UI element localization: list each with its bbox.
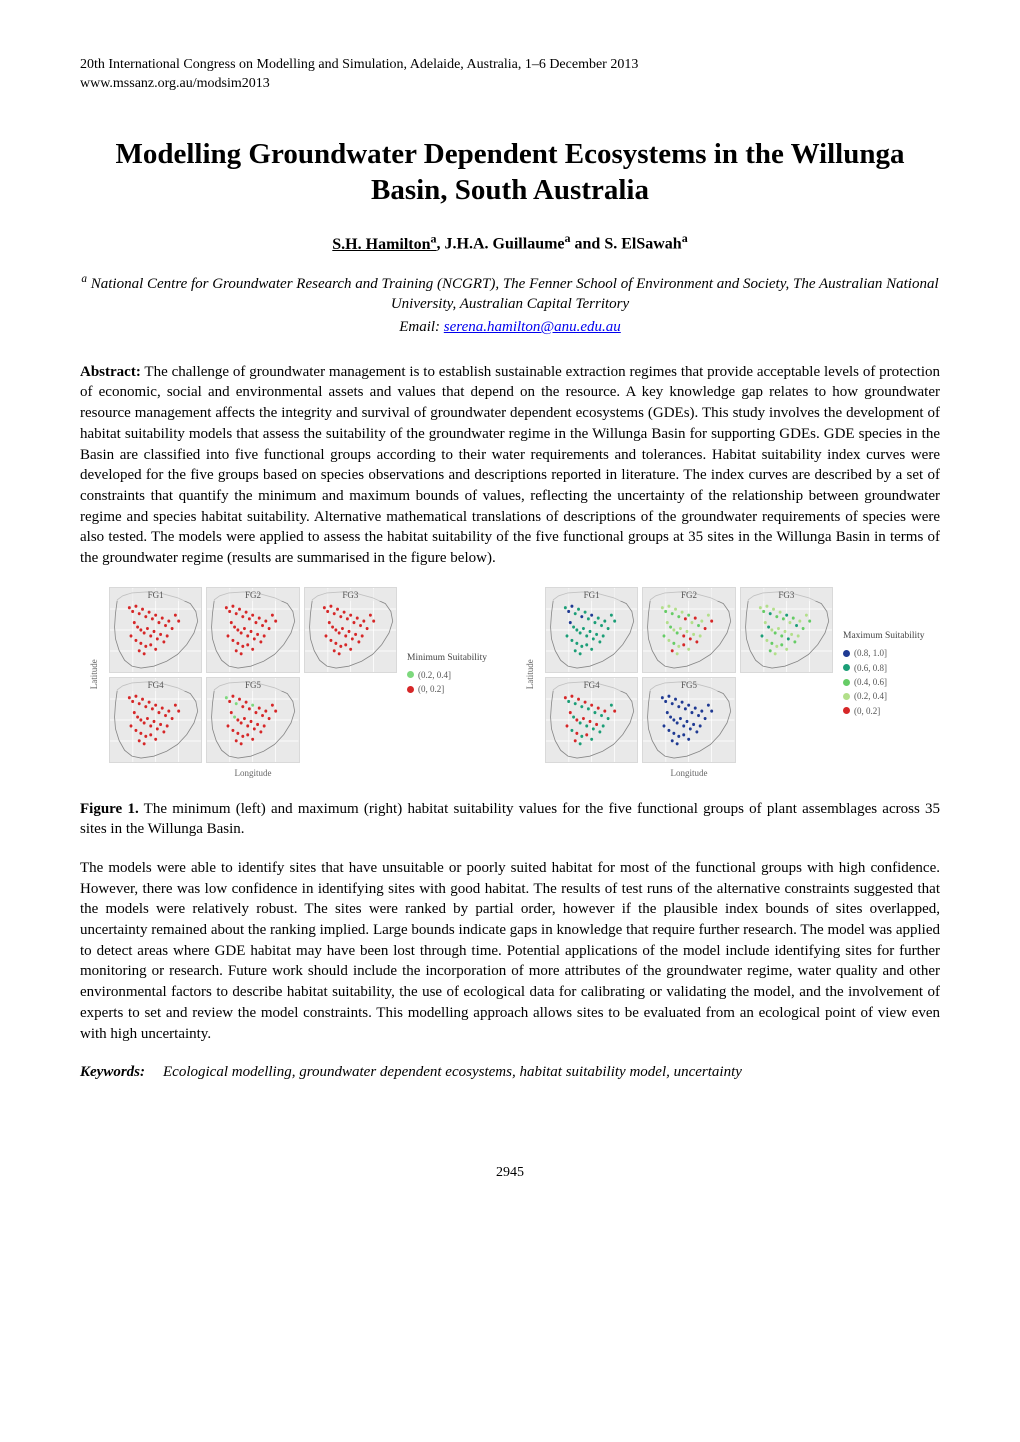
legend-item: (0.8, 1.0] [843, 647, 937, 659]
email-prefix: Email: [399, 319, 444, 335]
figure-caption: Figure 1. The minimum (left) and maximum… [80, 799, 940, 840]
keywords-label: Keywords: [80, 1062, 145, 1083]
email-line: Email: serena.hamilton@anu.edu.au [80, 317, 940, 338]
legend: Maximum Suitability (0.8, 1.0] (0.6, 0.8] (… [837, 587, 937, 763]
legend-label: (0.8, 1.0] [854, 647, 887, 659]
legend-dot [407, 671, 414, 678]
subplot-title: FG5 [643, 679, 734, 691]
subplot-title: FG1 [546, 589, 637, 601]
subplot-title: FG3 [305, 589, 396, 601]
subplot-fg3: FG3 [304, 587, 397, 673]
y-axis-label: Latitude [83, 587, 105, 763]
affiliation: a National Centre for Groundwater Resear… [80, 272, 940, 315]
legend-dot [843, 679, 850, 686]
x-axis-label: Longitude [545, 767, 833, 781]
subplot-fg4: FG4 [545, 677, 638, 763]
subplot-title: FG4 [110, 679, 201, 691]
subplot-fg2: FG2 [206, 587, 299, 673]
panel-minimum: Latitude FG1 FG2 FG3 FG4 FG5 Minimum Suitabili… [83, 587, 501, 781]
legend-label: (0.2, 0.4] [418, 669, 451, 681]
subplot-title: FG1 [110, 589, 201, 601]
legend-item: (0.2, 0.4] [407, 669, 501, 681]
subplot-fg1: FG1 [545, 587, 638, 673]
subplot-title: FG5 [207, 679, 298, 691]
legend-label: (0, 0.2] [418, 683, 444, 695]
legend: Minimum Suitability (0.2, 0.4] (0, 0.2] [401, 587, 501, 763]
page-number: 2945 [80, 1163, 940, 1182]
legend-label: (0.2, 0.4] [854, 690, 887, 702]
subplot-fg5: FG5 [206, 677, 299, 763]
subplot-title: FG2 [643, 589, 734, 601]
email-link[interactable]: serena.hamilton@anu.edu.au [444, 319, 621, 335]
legend-dot [843, 650, 850, 657]
legend-dot [843, 693, 850, 700]
legend-title: Minimum Suitability [407, 652, 501, 665]
paper-title: Modelling Groundwater Dependent Ecosyste… [80, 136, 940, 209]
author-3: and S. ElSawah [571, 236, 682, 253]
subplot-fg1: FG1 [109, 587, 202, 673]
conference-header: 20th International Congress on Modelling… [80, 56, 940, 94]
legend-dot [843, 664, 850, 671]
legend-dot [843, 707, 850, 714]
subplot-fg5: FG5 [642, 677, 735, 763]
panel-maximum: Latitude FG1 FG2 FG3 FG4 FG5 Maximum Suitabili… [519, 587, 937, 781]
legend-item: (0, 0.2] [843, 705, 937, 717]
legend-label: (0, 0.2] [854, 705, 880, 717]
discussion-paragraph: The models were able to identify sites t… [80, 858, 940, 1044]
subplot-title: FG3 [741, 589, 832, 601]
subplot-title: FG4 [546, 679, 637, 691]
x-axis-label: Longitude [109, 767, 397, 781]
legend-dot [407, 686, 414, 693]
legend-item: (0.2, 0.4] [843, 690, 937, 702]
abstract-label: Abstract: [80, 364, 141, 380]
legend-item: (0, 0.2] [407, 683, 501, 695]
legend-title: Maximum Suitability [843, 630, 937, 643]
conference-line2: www.mssanz.org.au/modsim2013 [80, 75, 940, 94]
figure-1: Latitude FG1 FG2 FG3 FG4 FG5 Minimum Suitabili… [80, 587, 940, 781]
figure-caption-text: The minimum (left) and maximum (right) h… [80, 801, 940, 838]
subplot-title: FG2 [207, 589, 298, 601]
abstract: Abstract: The challenge of groundwater m… [80, 362, 940, 569]
keywords-text: Ecological modelling, groundwater depend… [163, 1062, 742, 1083]
legend-item: (0.4, 0.6] [843, 676, 937, 688]
subplot-fg4: FG4 [109, 677, 202, 763]
conference-line1: 20th International Congress on Modelling… [80, 56, 940, 75]
subplot-fg2: FG2 [642, 587, 735, 673]
legend-item: (0.6, 0.8] [843, 662, 937, 674]
legend-label: (0.4, 0.6] [854, 676, 887, 688]
abstract-text: The challenge of groundwater management … [80, 364, 940, 566]
legend-label: (0.6, 0.8] [854, 662, 887, 674]
y-axis-label: Latitude [519, 587, 541, 763]
subplot-fg3: FG3 [740, 587, 833, 673]
figure-caption-label: Figure 1. [80, 801, 139, 817]
author-2: , J.H.A. Guillaume [437, 236, 565, 253]
authors-line: S.H. Hamiltona, J.H.A. Guillaumea and S.… [80, 230, 940, 255]
lead-author: S.H. Hamiltona [332, 236, 436, 253]
keywords: Keywords: Ecological modelling, groundwa… [80, 1062, 940, 1083]
